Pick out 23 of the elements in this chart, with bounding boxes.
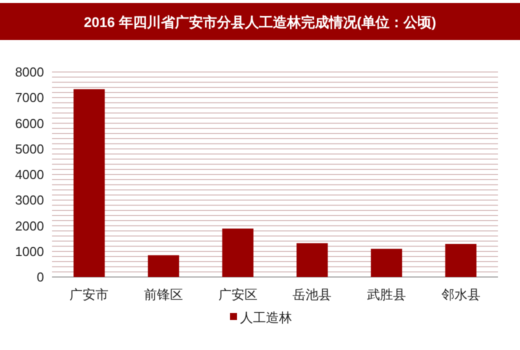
legend-label: 人工造林: [240, 310, 292, 325]
y-tick-label: 1000: [15, 244, 44, 259]
bar: [370, 248, 402, 277]
y-tick-label: 3000: [15, 192, 44, 208]
y-tick-label: 2000: [15, 218, 44, 234]
y-tick-label: 0: [36, 270, 44, 284]
bar: [148, 255, 180, 277]
x-tick-label: 广安区: [218, 287, 258, 302]
y-tick-label: 7000: [15, 90, 44, 106]
bar: [445, 244, 476, 277]
y-tick-label: 8000: [15, 64, 44, 80]
x-tick-label: 前锋区: [144, 287, 183, 302]
x-tick-label: 岳池县: [292, 287, 332, 302]
bar: [74, 89, 105, 277]
bar: [296, 243, 328, 277]
x-tick-label: 武胜县: [367, 287, 406, 302]
y-tick-label: 4000: [15, 167, 44, 182]
x-tick-label: 邻水县: [441, 287, 480, 302]
x-tick-label: 广安市: [70, 287, 109, 302]
y-tick-label: 5000: [15, 141, 44, 156]
bar: [222, 228, 254, 277]
y-tick-label: 6000: [15, 116, 44, 131]
chart-title: 2016 年四川省广安市分县人工造林完成情况(单位：公顷): [84, 14, 436, 30]
